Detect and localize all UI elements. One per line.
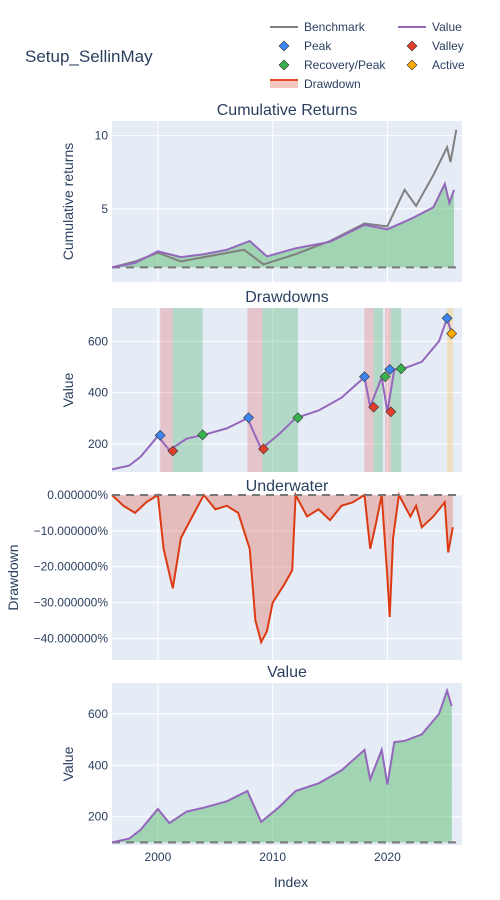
legend-diamond-swatch bbox=[278, 59, 290, 71]
plot-area bbox=[112, 683, 462, 845]
value-area-fill bbox=[112, 690, 452, 843]
marker-active bbox=[446, 328, 458, 340]
drawdown-span bbox=[160, 308, 173, 472]
legend-label: Peak bbox=[304, 39, 332, 53]
legend-item-benchmark: Benchmark bbox=[270, 20, 366, 34]
legend-label: Active bbox=[432, 58, 465, 72]
y-tick-label: −10.000000% bbox=[34, 524, 109, 538]
marker-peak bbox=[384, 364, 396, 375]
y-tick-label: 5 bbox=[101, 202, 108, 216]
y-tick-label: 400 bbox=[88, 758, 108, 772]
x-tick-label: 2000 bbox=[145, 850, 172, 864]
plot-area bbox=[112, 308, 462, 472]
marker-recovery-peak bbox=[395, 363, 407, 375]
y-axis-title: Drawdown bbox=[5, 544, 21, 610]
marker-recovery-peak bbox=[379, 371, 391, 383]
marker-valley bbox=[368, 401, 380, 413]
legend-item-value: Value bbox=[398, 20, 462, 34]
subplot-title: Underwater bbox=[246, 478, 329, 495]
legend-diamond-swatch bbox=[278, 40, 290, 52]
legend-diamond-swatch bbox=[406, 40, 418, 52]
legend-diamond-swatch bbox=[406, 59, 418, 71]
legend-item-drawdown: Drawdown bbox=[270, 77, 361, 91]
drawdown-span bbox=[385, 308, 391, 472]
legend-item-active: Active bbox=[406, 58, 465, 72]
legend-label: Drawdown bbox=[304, 77, 361, 91]
active-span bbox=[447, 308, 453, 472]
x-axis-title: Index bbox=[274, 874, 308, 890]
marker-valley bbox=[385, 406, 397, 418]
legend-item-valley: Valley bbox=[406, 39, 464, 53]
subplot-title: Value bbox=[267, 664, 307, 681]
drawdown-line bbox=[111, 491, 454, 645]
legend-band-swatch bbox=[270, 80, 298, 88]
marker-valley bbox=[258, 443, 269, 455]
y-tick-label: 200 bbox=[88, 437, 108, 451]
y-tick-label: −30.000000% bbox=[34, 596, 109, 610]
subplot-title: Drawdowns bbox=[245, 289, 329, 306]
legend-item-peak: Peak bbox=[278, 39, 332, 53]
legend-item-recovery-peak: Recovery/Peak bbox=[278, 58, 386, 72]
legend: Benchmark Value Peak Valley Recovery/Peak Act… bbox=[270, 20, 465, 91]
y-axis-title: Value bbox=[60, 372, 76, 407]
recovery-span bbox=[373, 308, 383, 472]
drawdown-span bbox=[364, 308, 374, 472]
y-tick-label: 0.000000% bbox=[47, 488, 108, 502]
legend-label: Recovery/Peak bbox=[304, 58, 386, 72]
figure-title: Setup_SellinMay bbox=[25, 47, 153, 66]
y-tick-label: 200 bbox=[88, 810, 108, 824]
value-area-fill bbox=[112, 183, 454, 268]
marker-peak bbox=[359, 371, 370, 383]
y-tick-label: 400 bbox=[88, 386, 108, 400]
value-panel: 200 400 600 2000 2010 2020 Value Value bbox=[60, 664, 462, 864]
y-tick-label: 10 bbox=[95, 129, 109, 143]
value-line bbox=[111, 180, 455, 269]
marker-valley bbox=[167, 445, 179, 457]
y-axis-title: Cumulative returns bbox=[60, 143, 76, 261]
legend-label: Valley bbox=[432, 39, 464, 53]
marker-recovery-peak bbox=[292, 412, 304, 424]
value-line bbox=[111, 315, 453, 471]
drawdowns-panel: 200 400 600 Drawdowns Value bbox=[60, 289, 462, 472]
y-tick-label: −20.000000% bbox=[34, 560, 109, 574]
marker-recovery-peak bbox=[197, 429, 209, 441]
legend-label: Benchmark bbox=[304, 20, 366, 34]
marker-peak bbox=[441, 312, 453, 324]
underwater-panel: 0.000000% −10.000000% −20.000000% −30.00000… bbox=[5, 478, 462, 660]
y-tick-label: 600 bbox=[88, 707, 108, 721]
recovery-span bbox=[172, 308, 203, 472]
x-tick-label: 2010 bbox=[259, 850, 286, 864]
x-tick-label: 2020 bbox=[374, 850, 401, 864]
y-tick-label: 600 bbox=[88, 334, 108, 348]
y-axis-title: Value bbox=[60, 746, 76, 781]
cumulative-returns-panel: 5 10 Cumulative Returns Cumulative returns bbox=[60, 102, 462, 282]
drawdown-span bbox=[247, 308, 263, 472]
value-line bbox=[111, 687, 453, 844]
subplot-title: Cumulative Returns bbox=[217, 102, 358, 119]
y-tick-label: −40.000000% bbox=[34, 631, 109, 645]
marker-peak bbox=[243, 412, 254, 424]
recovery-span bbox=[262, 308, 298, 472]
legend-label: Value bbox=[432, 20, 462, 34]
recovery-span bbox=[390, 308, 402, 472]
drawdown-area-fill bbox=[112, 495, 453, 643]
marker-peak bbox=[154, 429, 166, 441]
